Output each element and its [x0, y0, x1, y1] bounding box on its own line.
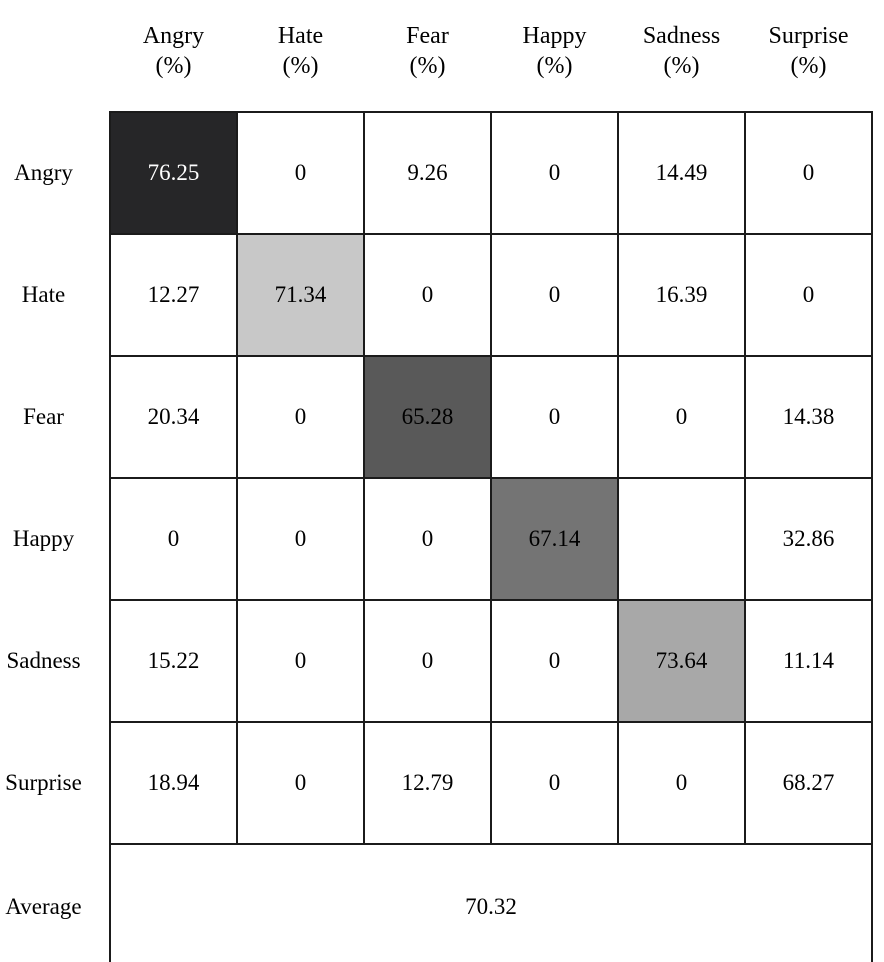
column-header-hate: Hate (%) [237, 0, 364, 112]
column-header-unit: (%) [282, 52, 319, 79]
table-row-sadness: Sadness 15.22 0 0 0 73.64 11.14 [0, 599, 873, 723]
column-header-unit: (%) [790, 52, 827, 79]
row-label-angry: Angry [14, 160, 73, 185]
column-header-unit: (%) [536, 52, 573, 79]
matrix-cell: 0 [363, 599, 492, 723]
column-header-angry: Angry (%) [110, 0, 237, 112]
matrix-cell-empty [617, 477, 746, 601]
column-header-label: Sadness [642, 22, 721, 49]
column-header-fear: Fear (%) [364, 0, 491, 112]
column-header-unit: (%) [155, 52, 192, 79]
table-row-hate: Hate 12.27 71.34 0 0 16.39 0 [0, 233, 873, 357]
matrix-cell: 0 [617, 721, 746, 845]
column-header-label: Fear [406, 22, 449, 49]
matrix-cell: 12.27 [109, 233, 238, 357]
matrix-cell-diagonal: 76.25 [109, 111, 238, 235]
row-label-average: Average [5, 893, 82, 919]
column-header-happy: Happy (%) [491, 0, 618, 112]
matrix-cell-diagonal: 67.14 [490, 477, 619, 601]
table-row-angry: Angry 76.25 0 9.26 0 14.49 0 [0, 111, 873, 235]
average-value-cell: 70.32 [109, 843, 873, 962]
row-label-happy: Happy [12, 526, 75, 551]
column-header-label: Happy [522, 22, 587, 49]
column-header-label: Hate [277, 22, 324, 49]
matrix-cell: 0 [236, 111, 365, 235]
row-label-surprise: Surprise [5, 770, 82, 795]
matrix-cell: 0 [490, 355, 619, 479]
matrix-cell: 16.39 [617, 233, 746, 357]
matrix-cell-diagonal: 71.34 [236, 233, 365, 357]
column-header-sadness: Sadness (%) [618, 0, 745, 112]
table-row-surprise: Surprise 18.94 0 12.79 0 0 68.27 [0, 721, 873, 845]
table-row-happy: Happy 0 0 0 67.14 32.86 [0, 477, 873, 601]
matrix-cell: 9.26 [363, 111, 492, 235]
matrix-cell: 0 [617, 355, 746, 479]
corner-cell [0, 0, 110, 112]
column-header-label: Angry [142, 22, 205, 49]
matrix-cell: 0 [490, 721, 619, 845]
row-label-fear: Fear [23, 404, 64, 429]
column-header-unit: (%) [409, 52, 446, 79]
matrix-cell: 0 [490, 599, 619, 723]
column-header-label: Surprise [768, 22, 849, 49]
table-row-average: Average 70.32 [0, 843, 873, 962]
row-label-hate: Hate [21, 282, 66, 307]
matrix-cell: 32.86 [744, 477, 873, 601]
matrix-cell: 0 [236, 599, 365, 723]
header-row: Angry (%) Hate (%) Fear (%) Happy (%) Sa… [0, 0, 872, 112]
matrix-cell: 11.14 [744, 599, 873, 723]
matrix-cell: 0 [490, 111, 619, 235]
matrix-cell-diagonal: 68.27 [744, 721, 873, 845]
column-header-surprise: Surprise (%) [745, 0, 872, 112]
matrix-cell: 0 [236, 477, 365, 601]
matrix-cell: 0 [363, 477, 492, 601]
matrix-cell-diagonal: 73.64 [617, 599, 746, 723]
matrix-cell: 18.94 [109, 721, 238, 845]
column-header-unit: (%) [663, 52, 700, 79]
matrix-cell: 0 [490, 233, 619, 357]
matrix-cell-diagonal: 65.28 [363, 355, 492, 479]
matrix-cell: 12.79 [363, 721, 492, 845]
matrix-cell: 0 [236, 721, 365, 845]
matrix-cell: 0 [363, 233, 492, 357]
matrix-cell: 20.34 [109, 355, 238, 479]
matrix-cell: 14.38 [744, 355, 873, 479]
matrix-cell: 0 [236, 355, 365, 479]
matrix-cell: 0 [109, 477, 238, 601]
matrix-cell: 14.49 [617, 111, 746, 235]
row-label-sadness: Sadness [6, 648, 81, 673]
table-row-fear: Fear 20.34 0 65.28 0 0 14.38 [0, 355, 873, 479]
matrix-cell: 15.22 [109, 599, 238, 723]
matrix-cell: 0 [744, 233, 873, 357]
matrix-cell: 0 [744, 111, 873, 235]
